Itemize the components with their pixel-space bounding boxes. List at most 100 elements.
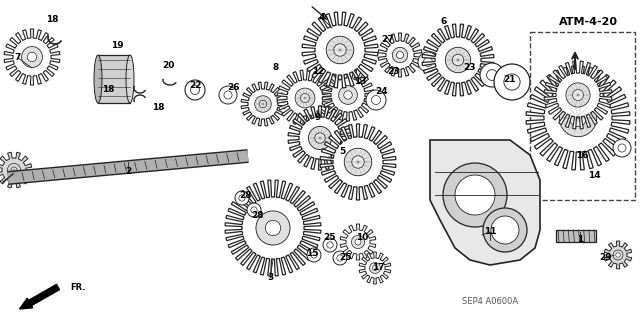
Circle shape [224, 91, 232, 99]
Text: 20: 20 [162, 61, 174, 70]
Circle shape [559, 99, 596, 137]
Text: 13: 13 [354, 78, 366, 86]
Circle shape [239, 195, 245, 201]
Circle shape [315, 133, 325, 143]
Circle shape [445, 47, 470, 73]
Text: 25: 25 [339, 254, 351, 263]
Text: 28: 28 [239, 190, 252, 199]
Circle shape [483, 208, 527, 252]
Polygon shape [241, 82, 285, 126]
Circle shape [337, 255, 343, 261]
Polygon shape [544, 61, 612, 129]
Text: 21: 21 [504, 76, 516, 85]
Text: 4: 4 [319, 13, 325, 23]
Polygon shape [359, 252, 391, 284]
Circle shape [418, 52, 438, 72]
Circle shape [307, 248, 321, 262]
Circle shape [301, 93, 310, 102]
Circle shape [616, 253, 620, 257]
Circle shape [369, 263, 381, 273]
Circle shape [344, 148, 372, 176]
Text: 12: 12 [312, 68, 324, 77]
Polygon shape [322, 69, 374, 121]
Circle shape [392, 47, 408, 63]
Text: 5: 5 [339, 147, 345, 157]
Polygon shape [422, 24, 494, 96]
Text: 9: 9 [315, 114, 321, 122]
Circle shape [573, 90, 584, 100]
Text: 16: 16 [576, 151, 588, 160]
Circle shape [11, 167, 17, 173]
Bar [556, 230, 596, 242]
Text: 7: 7 [15, 54, 21, 63]
Circle shape [191, 85, 200, 94]
Polygon shape [277, 70, 333, 126]
Circle shape [235, 191, 249, 205]
FancyArrow shape [20, 285, 60, 309]
Text: 2: 2 [125, 167, 131, 176]
Text: 17: 17 [372, 263, 384, 272]
Circle shape [295, 88, 315, 108]
Text: 19: 19 [111, 41, 124, 50]
Circle shape [185, 80, 205, 100]
Text: ATM-4-20: ATM-4-20 [559, 17, 618, 27]
Circle shape [247, 203, 261, 217]
Circle shape [491, 216, 519, 244]
Text: 23: 23 [464, 63, 476, 72]
Text: 18: 18 [102, 85, 115, 94]
Text: 22: 22 [189, 80, 202, 90]
Text: 24: 24 [376, 87, 388, 97]
Circle shape [494, 64, 530, 100]
Circle shape [334, 44, 346, 56]
Polygon shape [4, 29, 60, 85]
Circle shape [355, 239, 361, 245]
Circle shape [452, 54, 464, 66]
Text: FR.: FR. [70, 284, 86, 293]
Text: 3: 3 [267, 273, 273, 283]
Circle shape [443, 163, 507, 227]
Text: 8: 8 [273, 63, 279, 72]
Text: 15: 15 [306, 249, 318, 257]
Polygon shape [320, 124, 396, 200]
Text: 1: 1 [577, 235, 583, 244]
Circle shape [251, 207, 257, 213]
Circle shape [566, 83, 590, 107]
Text: 6: 6 [441, 18, 447, 26]
Circle shape [255, 96, 271, 112]
Bar [98, 55, 130, 103]
Circle shape [371, 95, 381, 105]
Circle shape [455, 175, 495, 215]
Polygon shape [378, 33, 422, 77]
Polygon shape [302, 12, 378, 88]
Circle shape [504, 74, 520, 90]
Circle shape [8, 163, 20, 177]
Circle shape [339, 85, 357, 104]
Polygon shape [526, 66, 630, 170]
Text: 28: 28 [252, 211, 264, 219]
Text: 10: 10 [356, 234, 368, 242]
Circle shape [326, 36, 354, 64]
Circle shape [22, 47, 42, 67]
Text: 11: 11 [484, 227, 496, 236]
Circle shape [333, 251, 347, 265]
Circle shape [323, 238, 337, 252]
Circle shape [308, 126, 332, 150]
Circle shape [372, 265, 378, 271]
Ellipse shape [126, 55, 134, 103]
Circle shape [613, 139, 631, 157]
Circle shape [219, 86, 237, 104]
Circle shape [344, 91, 352, 99]
Circle shape [424, 57, 433, 66]
Text: 18: 18 [152, 103, 164, 113]
Circle shape [28, 52, 36, 62]
Circle shape [327, 242, 333, 248]
Circle shape [311, 252, 317, 258]
Text: 27: 27 [381, 35, 394, 44]
Polygon shape [0, 152, 32, 188]
Circle shape [256, 211, 290, 245]
Text: SEP4 A0600A: SEP4 A0600A [462, 298, 518, 307]
Circle shape [351, 235, 365, 249]
Text: 23: 23 [388, 68, 400, 77]
Polygon shape [288, 106, 352, 170]
Circle shape [352, 156, 364, 168]
